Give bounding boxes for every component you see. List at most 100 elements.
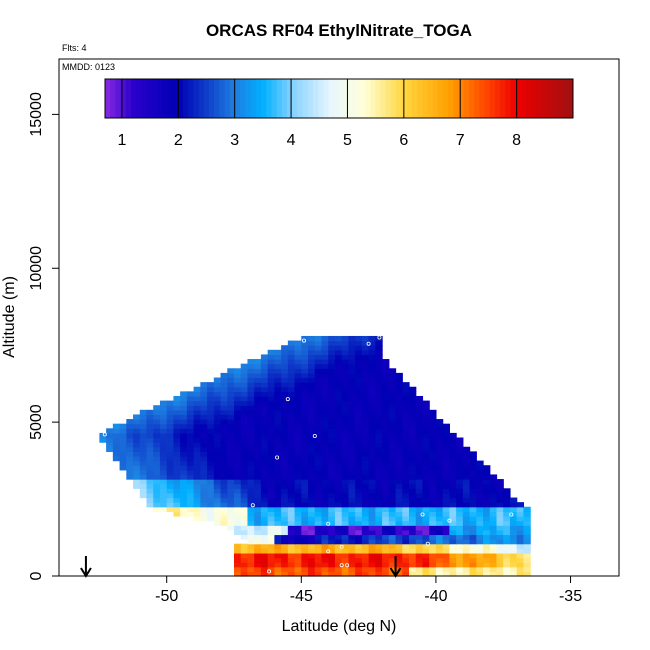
heatmap-cell xyxy=(220,502,228,508)
heatmap-cell xyxy=(287,488,296,494)
heatmap-cell xyxy=(234,474,242,480)
heatmap-cell xyxy=(260,386,269,392)
heatmap-cell xyxy=(314,391,323,397)
heatmap-cell xyxy=(260,562,269,568)
heatmap-cell xyxy=(388,525,397,531)
heatmap-cell xyxy=(287,474,296,480)
heatmap-cell xyxy=(334,437,343,443)
heatmap-cell xyxy=(260,479,269,485)
heatmap-cell xyxy=(476,525,484,531)
heatmap-cell xyxy=(328,566,336,572)
heatmap-cell xyxy=(395,502,403,508)
heatmap-cell xyxy=(382,543,390,549)
heatmap-cell xyxy=(207,497,215,503)
heatmap-cell xyxy=(294,525,302,531)
heatmap-cell xyxy=(483,543,491,549)
heatmap-cell xyxy=(213,488,222,494)
heatmap-cell xyxy=(375,502,383,508)
heatmap-cell xyxy=(368,446,376,452)
heatmap-cell xyxy=(496,534,504,540)
heatmap-cell xyxy=(435,534,444,540)
heatmap-cell xyxy=(166,423,175,429)
heatmap-cell xyxy=(281,446,289,452)
heatmap-cell xyxy=(308,474,316,480)
heatmap-cell xyxy=(456,511,464,517)
heatmap-cell xyxy=(496,548,504,554)
heatmap-cell xyxy=(355,335,363,342)
heatmap-cell xyxy=(402,492,410,499)
heatmap-cell xyxy=(99,432,107,439)
y-axis-label: Altitude (m) xyxy=(1,276,18,358)
heatmap-cell xyxy=(267,386,275,392)
heatmap-cell xyxy=(328,548,336,554)
heatmap-cell xyxy=(254,451,262,457)
heatmap-cell xyxy=(402,506,410,512)
heatmap-cell xyxy=(247,534,255,540)
heatmap-cell xyxy=(415,543,424,549)
heatmap-cell xyxy=(368,525,376,531)
heatmap-cell xyxy=(415,557,424,563)
heatmap-cell xyxy=(146,451,154,457)
heatmap-cell xyxy=(294,502,302,508)
heatmap-cell xyxy=(227,386,235,392)
heatmap-cell xyxy=(503,492,511,499)
heatmap-cell xyxy=(146,428,154,434)
heatmap-cell xyxy=(435,502,444,508)
heatmap-cell xyxy=(294,552,302,559)
heatmap-cell xyxy=(375,479,383,485)
heatmap-cell xyxy=(422,465,430,471)
heatmap-cell xyxy=(395,382,403,388)
heatmap-cell xyxy=(234,400,242,406)
heatmap-cell xyxy=(388,529,397,536)
heatmap-cell xyxy=(133,465,141,471)
heatmap-cell xyxy=(314,543,323,549)
heatmap-cell xyxy=(133,479,141,485)
heatmap-cell xyxy=(409,534,417,540)
heatmap-cell xyxy=(308,539,316,545)
heatmap-cell xyxy=(442,543,450,549)
heatmap-cell xyxy=(200,386,208,392)
heatmap-cell xyxy=(314,552,323,559)
heatmap-cell xyxy=(287,437,296,443)
heatmap-cell xyxy=(402,529,410,536)
heatmap-cell xyxy=(240,557,249,563)
colorbar-segment xyxy=(177,79,184,118)
heatmap-cell xyxy=(180,506,188,512)
heatmap-cell xyxy=(321,409,329,416)
heatmap-cell xyxy=(388,539,397,545)
colorbar-segment xyxy=(209,79,215,118)
colorbar-segment xyxy=(526,79,532,118)
heatmap-cell xyxy=(314,571,323,577)
heatmap-cell xyxy=(409,548,417,554)
heatmap-cell xyxy=(281,451,289,457)
heatmap-cell xyxy=(429,451,437,457)
heatmap-cell xyxy=(341,529,350,536)
heatmap-cell xyxy=(308,386,316,392)
heatmap-cell xyxy=(308,428,316,434)
heatmap-cell xyxy=(119,428,127,434)
heatmap-cell xyxy=(240,437,249,443)
heatmap-cell xyxy=(260,529,269,536)
heatmap-cell xyxy=(193,455,201,462)
heatmap-cell xyxy=(422,400,430,406)
heatmap-cell xyxy=(227,395,235,402)
heatmap-cell xyxy=(496,529,504,536)
heatmap-cell xyxy=(294,534,302,540)
heatmap-cell xyxy=(415,479,424,485)
colorbar-segment xyxy=(484,79,491,118)
x-tick-label: -35 xyxy=(559,588,582,605)
heatmap-cell xyxy=(287,368,296,374)
heatmap-cell xyxy=(395,442,403,448)
heatmap-cell xyxy=(314,502,323,508)
heatmap-cell xyxy=(173,465,181,471)
heatmap-cell xyxy=(281,497,289,503)
heatmap-cell xyxy=(503,488,511,494)
heatmap-cell xyxy=(422,405,430,411)
colorbar-segment xyxy=(136,79,142,118)
heatmap-cell xyxy=(388,432,397,439)
heatmap-cell xyxy=(173,488,181,494)
colorbar-segment xyxy=(349,79,356,118)
heatmap-cell xyxy=(516,539,525,545)
heatmap-cell xyxy=(254,442,262,448)
heatmap-cell xyxy=(496,539,504,545)
